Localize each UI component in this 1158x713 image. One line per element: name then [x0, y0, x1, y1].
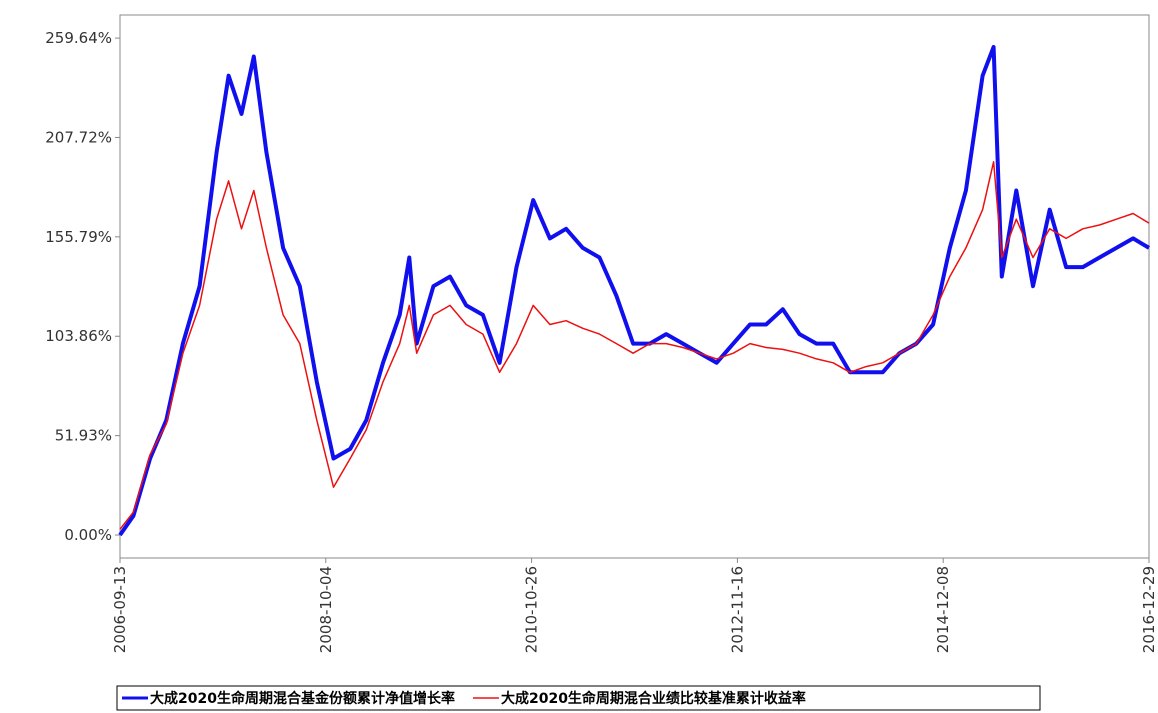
- x-tick-label: 2012-11-16: [728, 566, 746, 653]
- x-tick-label: 2014-12-08: [934, 566, 952, 653]
- y-tick-label: 259.64%: [45, 29, 112, 47]
- series-line: [119, 161, 1150, 530]
- legend-label: 大成2020生命周期混合业绩比较基准累计收益率: [501, 690, 806, 707]
- x-tick-label: 2008-10-04: [317, 566, 335, 653]
- y-tick-label: 0.00%: [64, 526, 112, 544]
- y-tick-label: 155.79%: [45, 228, 112, 246]
- y-tick-label: 51.93%: [55, 427, 112, 445]
- legend-label: 大成2020生命周期混合基金份额累计净值增长率: [150, 690, 455, 707]
- legend: 大成2020生命周期混合基金份额累计净值增长率 大成2020生命周期混合业绩比较基…: [116, 685, 1041, 711]
- x-tick-label: 2006-09-13: [111, 566, 129, 653]
- legend-box: [116, 685, 1041, 711]
- x-tick-label: 2010-10-26: [523, 566, 541, 653]
- y-tick-label: 207.72%: [45, 128, 112, 146]
- x-tick-label: 2016-12-29: [1140, 566, 1158, 653]
- y-tick-label: 103.86%: [45, 327, 112, 345]
- series-line: [118, 45, 1151, 537]
